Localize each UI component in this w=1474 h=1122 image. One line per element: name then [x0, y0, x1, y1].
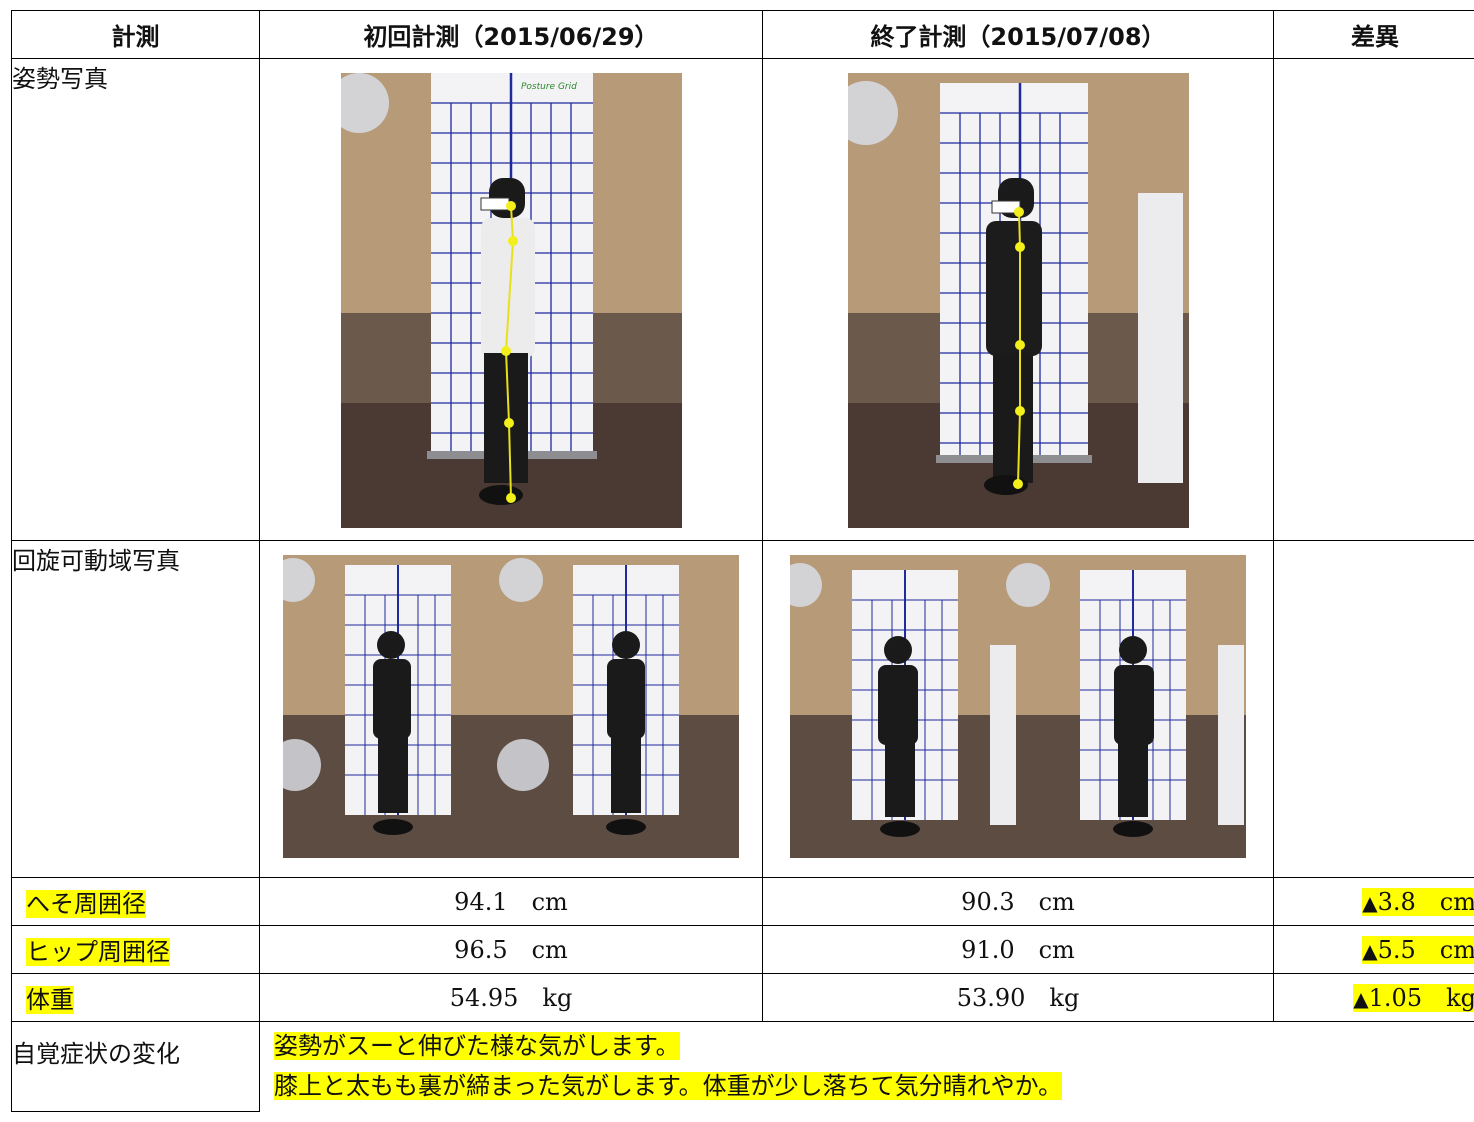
- header-first-measure: 初回計測（2015/06/29）: [259, 10, 763, 59]
- rotation-photo-label: 回旋可動域写真: [11, 540, 260, 878]
- header-difference: 差異: [1273, 10, 1474, 59]
- measurement-table: 計測 初回計測（2015/06/29） 終了計測（2015/07/08） 差異 …: [11, 10, 1474, 1112]
- posture-photo-row: 姿勢写真: [11, 58, 1474, 541]
- posture-photo-last-cell: [762, 58, 1274, 541]
- weight-last-value: 53.90 kg: [762, 973, 1274, 1022]
- poster-brand-label: Posture Grid: [521, 82, 577, 92]
- rotation-photo-diff: [1273, 540, 1474, 878]
- rotation-photo-first: [283, 555, 739, 858]
- navel-row: へそ周囲径 94.1 cm 90.3 cm ▲3.8 cm: [11, 877, 1474, 926]
- symptom-row: 自覚症状の変化 姿勢がスーと伸びた様な気がします。 膝上と太もも裏が締まった気が…: [11, 1021, 1474, 1112]
- hip-last-value: 91.0 cm: [762, 925, 1274, 974]
- header-measure: 計測: [11, 10, 260, 59]
- weight-diff-value: ▲1.05 kg: [1273, 973, 1474, 1022]
- posture-photo-first: Posture Grid: [340, 73, 682, 528]
- rotation-photo-last-cell: [762, 540, 1274, 878]
- header-row: 計測 初回計測（2015/06/29） 終了計測（2015/07/08） 差異: [11, 10, 1474, 59]
- rotation-photo-last: [790, 555, 1246, 858]
- hip-first-value: 96.5 cm: [259, 925, 763, 974]
- weight-first-value: 54.95 kg: [259, 973, 763, 1022]
- navel-label-cell: へそ周囲径: [11, 877, 260, 926]
- posture-photo-last: [847, 73, 1189, 528]
- hip-label: ヒップ周囲径: [26, 938, 170, 966]
- hip-diff-value: ▲5.5 cm: [1273, 925, 1474, 974]
- navel-label: へそ周囲径: [26, 890, 146, 918]
- weight-label: 体重: [26, 986, 74, 1014]
- weight-label-cell: 体重: [11, 973, 260, 1022]
- rotation-photo-row: 回旋可動域写真: [11, 540, 1474, 878]
- navel-diff-value: ▲3.8 cm: [1273, 877, 1474, 926]
- navel-last-value: 90.3 cm: [762, 877, 1274, 926]
- navel-first-value: 94.1 cm: [259, 877, 763, 926]
- posture-photo-diff: [1273, 58, 1474, 541]
- symptom-line-2: 膝上と太もも裏が締まった気がします。体重が少し落ちて気分晴れやか。: [274, 1072, 1063, 1100]
- posture-photo-label: 姿勢写真: [11, 58, 260, 541]
- weight-row: 体重 54.95 kg 53.90 kg ▲1.05 kg: [11, 973, 1474, 1022]
- symptom-text-cell: 姿勢がスーと伸びた様な気がします。 膝上と太もも裏が締まった気がします。体重が少…: [259, 1021, 1474, 1112]
- posture-photo-first-cell: Posture Grid: [259, 58, 763, 541]
- symptom-line-1: 姿勢がスーと伸びた様な気がします。: [274, 1032, 680, 1060]
- rotation-photo-first-cell: [259, 540, 763, 878]
- hip-row: ヒップ周囲径 96.5 cm 91.0 cm ▲5.5 cm: [11, 925, 1474, 974]
- hip-label-cell: ヒップ周囲径: [11, 925, 260, 974]
- header-last-measure: 終了計測（2015/07/08）: [762, 10, 1274, 59]
- symptom-label: 自覚症状の変化: [11, 1021, 260, 1112]
